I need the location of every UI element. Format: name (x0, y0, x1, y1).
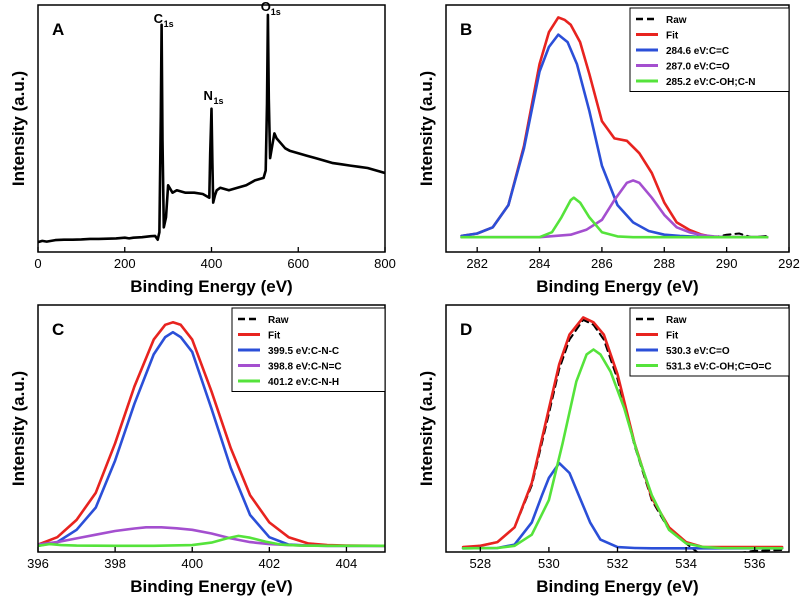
series-line-530-3-ev-c-o (461, 461, 784, 550)
x-tick-label: 288 (653, 256, 675, 271)
x-tick-label: 0 (34, 256, 41, 271)
legend-entry: 287.0 eV:C=O (666, 62, 730, 73)
x-tick-label: 400 (181, 556, 203, 571)
x-tick-label: 398 (104, 556, 126, 571)
series-line-531-3-ev-c-oh-c-o-c (461, 348, 784, 550)
legend-entry: Fit (666, 331, 679, 342)
legend: Raw Fit 284.6 eV:C=C 287.0 eV:C=O 285.2 eV:C… (629, 7, 790, 92)
legend-entry: Raw (268, 315, 289, 326)
x-tick-label: 402 (258, 556, 280, 571)
plot-frame (37, 304, 386, 553)
legend-entry: Raw (666, 15, 687, 26)
legend-entry: Raw (666, 315, 687, 326)
x-axis-label: Binding Energy (eV) (130, 577, 292, 596)
panel-label: B (460, 20, 472, 39)
x-axis-label: Binding Energy (eV) (130, 277, 292, 296)
chart-panel-c: 396 398 400 402 404 Binding Energy (eV) Intens… (9, 304, 386, 596)
legend-entry: 398.8 eV:C-N=C (268, 362, 342, 373)
x-tick-label: 400 (201, 256, 223, 271)
chart-panel-d: 528 530 532 534 536 Binding Energy (eV) Intens… (417, 304, 790, 596)
series-line-287-0-ev-c-o (460, 179, 769, 239)
x-tick-label: 536 (744, 556, 766, 571)
panel-label: C (52, 320, 64, 339)
chart-panel-b: 282 284 286 288 290 292 Binding Energy (eV) Int… (417, 4, 800, 296)
series-line-spectrum-0 (38, 13, 385, 244)
peak-annotation-subscript: 1s (271, 7, 281, 17)
x-tick-label: 534 (675, 556, 697, 571)
y-axis-label: Intensity (a.u.) (9, 71, 28, 186)
x-axis-label: Binding Energy (eV) (536, 277, 698, 296)
plot-frame (445, 4, 790, 253)
legend: Raw Fit 399.5 eV:C-N-C 398.8 eV:C-N=C 401.2 … (231, 307, 386, 392)
series-line-fit (38, 321, 385, 548)
peak-annotation: C (154, 11, 164, 26)
peak-annotation: O (261, 0, 271, 14)
legend-entry: 284.6 eV:C=C (666, 46, 729, 57)
y-axis-label: Intensity (a.u.) (417, 71, 436, 186)
legend-entry: 285.2 eV:C-OH;C-N (666, 77, 755, 88)
x-tick-label: 286 (591, 256, 613, 271)
x-tick-label: 532 (607, 556, 629, 571)
x-tick-label: 284 (529, 256, 551, 271)
y-axis-label: Intensity (a.u.) (417, 371, 436, 486)
peak-annotation: N (204, 88, 213, 103)
x-tick-label: 200 (114, 256, 136, 271)
panel-label: D (460, 320, 472, 339)
x-tick-label: 290 (716, 256, 738, 271)
panel-label: A (52, 20, 64, 39)
legend: Raw Fit 530.3 eV:C=O 531.3 eV:C-OH;C=O=C (629, 307, 790, 377)
peak-annotation-subscript: 1s (214, 96, 224, 106)
x-tick-label: 404 (336, 556, 358, 571)
x-tick-label: 530 (538, 556, 560, 571)
x-tick-label: 282 (466, 256, 488, 271)
y-axis-label: Intensity (a.u.) (9, 371, 28, 486)
legend-entry: 399.5 eV:C-N-C (268, 346, 339, 357)
x-axis-label: Binding Energy (eV) (536, 577, 698, 596)
peak-annotation-subscript: 1s (164, 19, 174, 29)
x-tick-label: 292 (778, 256, 800, 271)
legend-entry: Fit (666, 31, 679, 42)
series-line-285-2-ev-c-oh-c-n (460, 196, 769, 239)
x-tick-label: 396 (27, 556, 49, 571)
x-tick-label: 800 (374, 256, 396, 271)
series-line-284-6-ev-c-c (460, 33, 769, 239)
series-line-401-2-ev-c-n-h (38, 534, 385, 548)
x-tick-label: 528 (469, 556, 491, 571)
chart-panel-a: 0 200 400 600 800 Binding Energy (eV) Intensit… (9, 0, 396, 296)
legend-entry: 531.3 eV:C-OH;C=O=C (666, 362, 772, 373)
legend-entry: 530.3 eV:C=O (666, 346, 730, 357)
legend-entry: Fit (268, 331, 281, 342)
x-tick-label: 600 (287, 256, 309, 271)
legend-entry: 401.2 eV:C-N-H (268, 377, 339, 388)
